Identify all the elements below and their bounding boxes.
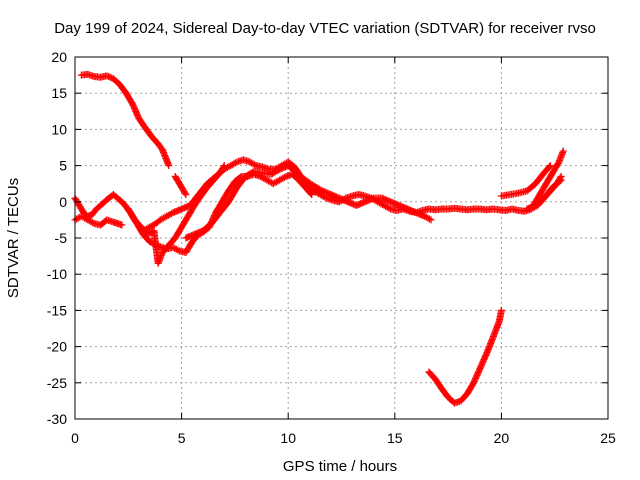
- y-tick-label: 5: [59, 158, 67, 174]
- series-trace-d: [71, 212, 126, 229]
- series-trace-b: [171, 172, 190, 199]
- y-tick-label: -10: [47, 266, 67, 282]
- x-tick-label: 20: [494, 430, 510, 446]
- data-point: [427, 216, 435, 224]
- data-point: [556, 177, 564, 185]
- y-tick-label: 20: [51, 49, 67, 65]
- data-point: [251, 161, 259, 169]
- data-point: [545, 163, 553, 171]
- data-point: [106, 73, 114, 81]
- data-point: [105, 73, 113, 81]
- y-tick-label: 10: [51, 121, 67, 137]
- y-tick-label: 15: [51, 85, 67, 101]
- x-tick-label: 10: [280, 430, 296, 446]
- x-tick-label: 0: [71, 430, 79, 446]
- data-point: [165, 162, 173, 170]
- data-point: [118, 221, 126, 229]
- chart-title: Day 199 of 2024, Sidereal Day-to-day VTE…: [54, 20, 596, 37]
- y-tick-label: -25: [47, 375, 67, 391]
- data-point: [385, 204, 393, 212]
- series-trace-k: [425, 306, 505, 407]
- x-tick-label: 15: [387, 430, 403, 446]
- series-layer: [71, 70, 567, 407]
- series-trace-g: [182, 162, 435, 242]
- data-point: [497, 306, 505, 314]
- series-trace-h: [497, 162, 554, 200]
- y-tick-label: 0: [59, 194, 67, 210]
- data-point: [103, 72, 111, 80]
- y-tick-label: -20: [47, 339, 67, 355]
- data-point: [182, 191, 190, 199]
- series-trace-i: [523, 176, 565, 213]
- data-point: [557, 176, 565, 184]
- series-trace-j: [529, 147, 567, 209]
- data-point: [559, 147, 567, 155]
- ticks: 0 5 10 15 20 25 -30 -25 -20 -15 -10 -5 0 5 10 15 20: [47, 49, 616, 446]
- y-tick-label: -15: [47, 302, 67, 318]
- y-axis-label: SDTVAR / TECUs: [5, 178, 22, 298]
- series-trace-a: [77, 70, 173, 170]
- data-point: [425, 215, 433, 223]
- x-tick-label: 25: [600, 430, 616, 446]
- data-point: [231, 159, 239, 167]
- data-point: [546, 162, 554, 170]
- data-point: [167, 210, 175, 218]
- x-tick-label: 5: [178, 430, 186, 446]
- data-point: [174, 246, 182, 254]
- x-axis-label: GPS time / hours: [283, 458, 397, 475]
- data-point: [181, 189, 189, 197]
- data-point: [308, 191, 316, 199]
- data-point: [89, 219, 97, 227]
- y-tick-label: -30: [47, 411, 67, 427]
- y-tick-label: -5: [55, 230, 68, 246]
- data-point: [280, 173, 288, 181]
